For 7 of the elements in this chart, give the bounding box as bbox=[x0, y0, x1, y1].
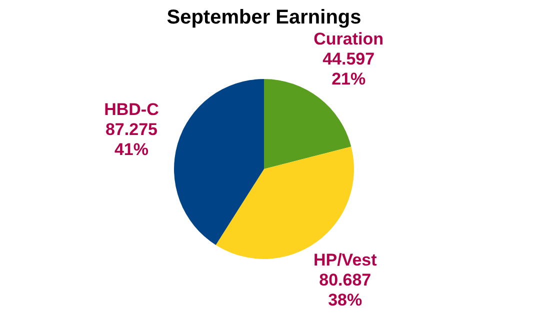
data-label: 44.597 21% bbox=[322, 50, 375, 89]
slice-label: HP/Vest bbox=[313, 250, 378, 270]
data-label: 80.687 38% bbox=[319, 270, 372, 310]
slice-label: HBD-C bbox=[104, 100, 159, 120]
chart-title: September Earnings bbox=[166, 6, 362, 29]
slice-label: Curation bbox=[314, 30, 384, 49]
data-label: 87.275 41% bbox=[105, 120, 158, 160]
